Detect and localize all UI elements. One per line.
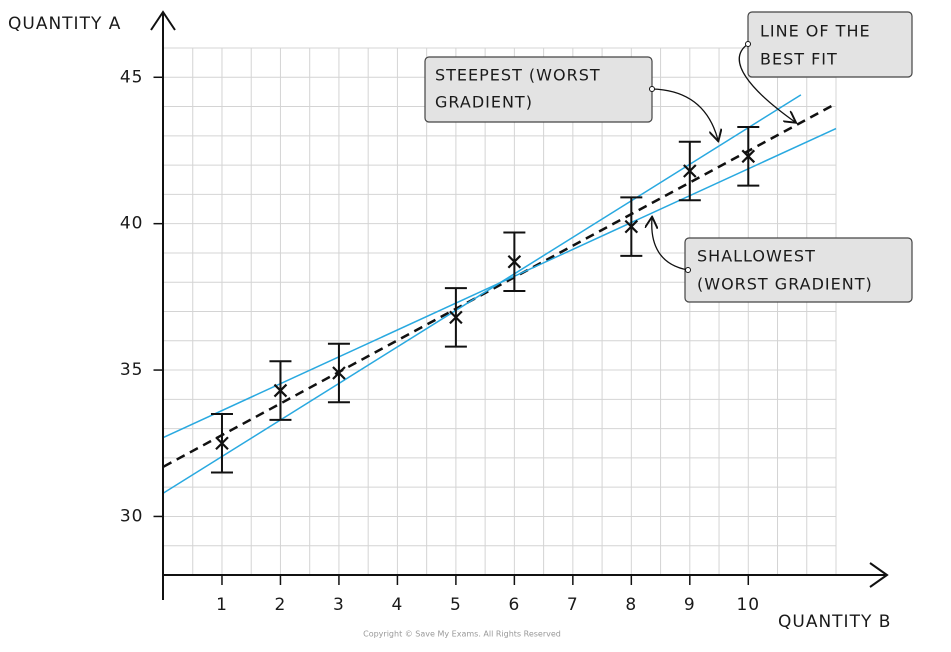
y-axis-arrow: [150, 10, 176, 31]
y-axis-label: QUANTITY A: [8, 14, 121, 34]
annotation-arrow: [651, 88, 718, 140]
x-tick-label: 3: [333, 595, 345, 615]
annotation-text: LINE OF THE: [760, 22, 871, 41]
x-tick-label: 9: [684, 595, 696, 615]
x-tick-label: 10: [736, 595, 760, 615]
data-point: [449, 310, 463, 325]
annotation-text: GRADIENT): [435, 93, 533, 112]
data-point: [332, 366, 346, 380]
annotation-text: SHALLOWEST: [697, 247, 816, 266]
x-tick-label: 6: [508, 595, 520, 615]
copyright: Copyright © Save My Exams. All Rights Re…: [363, 630, 561, 639]
annotation-text: (WORST GRADIENT): [697, 275, 873, 294]
x-tick-label: 2: [275, 595, 287, 615]
data-point: [741, 149, 756, 164]
data-point: [624, 219, 639, 234]
y-tick-label: 30: [120, 506, 144, 526]
x-tick-label: 5: [450, 595, 462, 615]
data-point: [683, 164, 697, 178]
x-axis-label: QUANTITY B: [778, 612, 891, 632]
annotation-dot: [745, 41, 751, 47]
annotation-text: STEEPEST (WORST: [435, 66, 601, 85]
y-tick-label: 35: [120, 360, 144, 380]
annotation-arrow: [738, 43, 795, 122]
x-tick-label: 8: [625, 595, 637, 615]
x-tick-label: 4: [391, 595, 403, 615]
fit-line: [162, 102, 837, 468]
annotation-dot: [649, 86, 655, 92]
x-tick-label: 7: [567, 595, 579, 615]
annotation-text: BEST FIT: [760, 50, 838, 69]
data-point: [215, 436, 229, 451]
x-axis-arrow: [869, 562, 889, 588]
plot: [162, 94, 837, 494]
data-point: [507, 254, 522, 269]
annotation-arrow: [652, 218, 689, 271]
x-tick-label: 1: [216, 595, 228, 615]
fit-line: [163, 94, 802, 494]
y-tick-label: 45: [120, 67, 144, 87]
annotation-dot: [685, 267, 691, 273]
data-point: [273, 383, 288, 398]
y-tick-label: 40: [120, 214, 144, 234]
